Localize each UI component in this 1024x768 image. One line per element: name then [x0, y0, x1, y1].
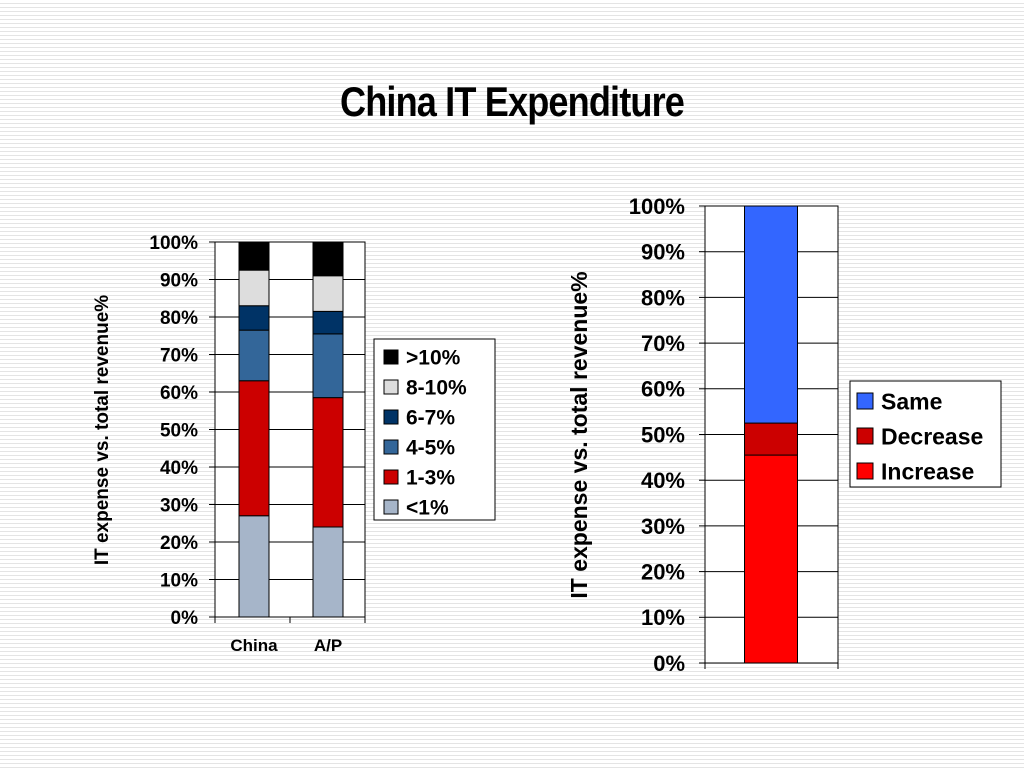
y-tick-label: 0%	[171, 608, 199, 629]
slide-title: China IT Expenditure	[339, 78, 685, 125]
bar-segment	[312, 333, 344, 399]
y-tick-label: 20%	[641, 560, 685, 585]
legend-label: 8-10%	[406, 377, 467, 400]
bar-segment	[312, 397, 344, 528]
y-tick-label: 30%	[641, 514, 685, 539]
legend-label: 6-7%	[406, 407, 455, 430]
bar-segment	[238, 269, 270, 307]
y-tick-label: 60%	[160, 383, 198, 404]
legend-swatch	[383, 409, 399, 425]
y-tick-label: 10%	[641, 605, 685, 630]
legend-box	[373, 338, 496, 521]
bar-segment	[744, 454, 798, 664]
legend-label: 1-3%	[406, 467, 455, 490]
y-axis-title: IT expense vs. total revenue%	[566, 271, 592, 598]
y-tick-label: 10%	[160, 570, 198, 591]
bar-segment	[744, 205, 798, 424]
y-tick-label: 90%	[160, 270, 198, 291]
legend-label: Increase	[881, 458, 974, 484]
y-tick-label: 100%	[629, 194, 685, 219]
legend-label: >10%	[406, 347, 461, 370]
bar-segment	[238, 241, 270, 271]
y-tick-label: 20%	[160, 533, 198, 554]
legend-label: <1%	[406, 497, 449, 520]
bar-segment	[238, 305, 270, 331]
bar-segment	[312, 526, 344, 618]
legend-swatch	[856, 427, 874, 445]
legend-swatch	[383, 379, 399, 395]
bar-segment	[238, 380, 270, 517]
legend-label: Decrease	[881, 423, 983, 449]
y-tick-label: 70%	[641, 331, 685, 356]
legend-swatch	[383, 499, 399, 515]
y-tick-label: 40%	[160, 458, 198, 479]
y-tick-label: 30%	[160, 495, 198, 516]
legend-label: Same	[881, 388, 942, 414]
legend-swatch	[856, 392, 874, 410]
x-category-label: China	[230, 636, 278, 655]
bar-segment	[312, 241, 344, 277]
legend-swatch	[383, 439, 399, 455]
bar-segment	[744, 422, 798, 456]
y-tick-label: 50%	[160, 420, 198, 441]
legend-swatch	[383, 469, 399, 485]
y-tick-label: 50%	[641, 422, 685, 447]
y-tick-label: 80%	[641, 285, 685, 310]
y-tick-label: 80%	[160, 308, 198, 329]
bar-segment	[238, 515, 270, 618]
y-tick-label: 100%	[149, 233, 198, 254]
legend-label: 4-5%	[406, 437, 455, 460]
y-tick-label: 0%	[653, 651, 685, 676]
legend-swatch	[856, 462, 874, 480]
y-tick-label: 90%	[641, 240, 685, 265]
x-category-label: A/P	[314, 636, 342, 655]
legend-box	[849, 380, 1002, 488]
y-tick-label: 60%	[641, 377, 685, 402]
legend-swatch	[383, 349, 399, 365]
y-tick-label: 70%	[160, 345, 198, 366]
y-tick-label: 40%	[641, 468, 685, 493]
y-axis-title: IT expense vs. total revenue%	[92, 295, 113, 565]
